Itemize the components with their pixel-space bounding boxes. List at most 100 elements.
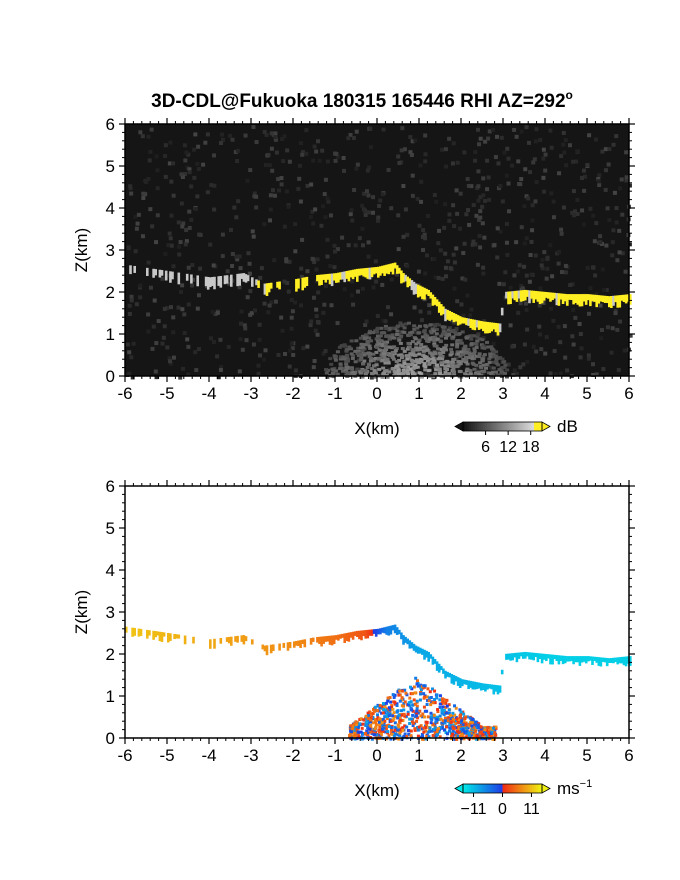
velocity-lower-pixel [383,710,387,714]
noise-pixel [515,371,520,376]
noise-pixel [356,358,361,363]
clutter-pixel [504,375,509,379]
noise-pixel [603,187,608,192]
y-tick-label: 3 [106,603,115,622]
velocity-colorbar-unit: ms−1 [557,778,592,798]
noise-pixel [558,371,563,376]
noise-pixel [495,255,500,260]
velocity-lower-pixel [459,710,463,714]
noise-pixel [526,140,531,145]
layer-pixel [236,273,239,287]
clutter-pixel [332,354,337,358]
noise-pixel [179,172,184,177]
noise-pixel [378,198,383,203]
clutter-pixel [362,337,367,341]
velocity-layer-pixel [431,656,435,665]
clutter-pixel [474,345,479,349]
velocity-lower-pixel [378,706,382,710]
clutter-pixel [375,345,380,349]
noise-pixel [304,151,309,156]
clutter-pixel [354,339,359,343]
noise-pixel [478,215,483,220]
velocity-layer-pixel [288,642,292,649]
noise-pixel [543,152,548,157]
velocity-lower-pixel [378,719,382,723]
backscatter-colorbar-unit: dB [557,417,578,436]
velocity-lower-pixel [371,715,375,719]
backscatter-x-ticks: -6 -5 -4 -3 -2 -1 0 1 2 3 4 5 6 [117,118,634,403]
clutter-pixel [367,331,372,335]
noise-pixel [624,175,629,180]
noise-pixel [539,347,544,352]
noise-pixel [154,154,159,159]
clutter-pixel [360,369,365,373]
noise-pixel [320,148,325,153]
backscatter-pixels [125,125,633,380]
x-tick-label: -6 [117,746,132,765]
noise-pixel [256,363,261,368]
noise-pixel [524,236,529,241]
clutter-pixel [406,341,411,345]
velocity-lower-pixel [438,702,442,706]
noise-pixel [612,190,617,195]
noise-pixel [403,207,408,212]
colorbar-frame [462,421,543,432]
noise-pixel [467,222,472,227]
velocity-lower-pixel [438,735,442,739]
noise-pixel [614,220,619,225]
colorbar-segment [528,422,531,431]
velocity-lower-pixel [494,725,498,729]
noise-pixel [598,234,603,239]
clutter-pixel [344,353,349,357]
noise-pixel [311,158,316,163]
velocity-layer-pixel [524,651,527,659]
noise-pixel [160,341,165,346]
layer-pixel [349,270,353,278]
layer-pixel [328,273,332,285]
clutter-pixel [461,353,466,357]
x-tick-label: 6 [624,384,633,403]
noise-pixel [531,344,536,349]
noise-pixel [421,248,426,253]
colorbar-tick-label: 11 [523,801,540,818]
noise-pixel [161,335,166,340]
layer-pixel [209,277,212,288]
noise-pixel [299,274,304,279]
velocity-lower-pixel [428,729,432,733]
noise-pixel [177,244,182,249]
layer-pixel [616,295,619,308]
noise-pixel [519,129,524,134]
clutter-pixel [417,352,422,356]
layer-pixel [295,278,298,292]
clutter-pixel [384,327,389,331]
layer-pixel [475,320,479,328]
noise-pixel [167,231,172,236]
noise-pixel [556,249,561,254]
velocity-layer-pixel [400,632,403,640]
clutter-pixel [451,367,456,371]
clutter-pixel [412,364,417,368]
noise-pixel [597,183,602,188]
velocity-lower-pixel [454,715,458,719]
clutter-pixel [497,368,502,372]
clutter-pixel [409,367,414,371]
clutter-pixel [413,353,418,357]
noise-pixel [582,174,587,179]
velocity-layer-pixel [540,653,544,664]
clutter-pixel [439,347,444,351]
noise-pixel [273,137,278,142]
velocity-layer-pixel [316,636,319,643]
clutter-pixel [376,357,381,361]
clutter-pixel [378,334,383,338]
velocity-lower-pixel [448,726,452,730]
clutter-pixel [385,351,390,355]
velocity-lower-pixel [395,703,399,707]
noise-pixel [619,177,624,182]
velocity-layer-pixel [293,641,296,648]
velocity-layer-pixel [427,651,430,662]
noise-pixel [272,193,277,198]
noise-pixel [277,188,282,193]
noise-pixel [563,263,568,268]
x-tick-label: 2 [456,384,465,403]
clutter-pixel [485,340,490,344]
